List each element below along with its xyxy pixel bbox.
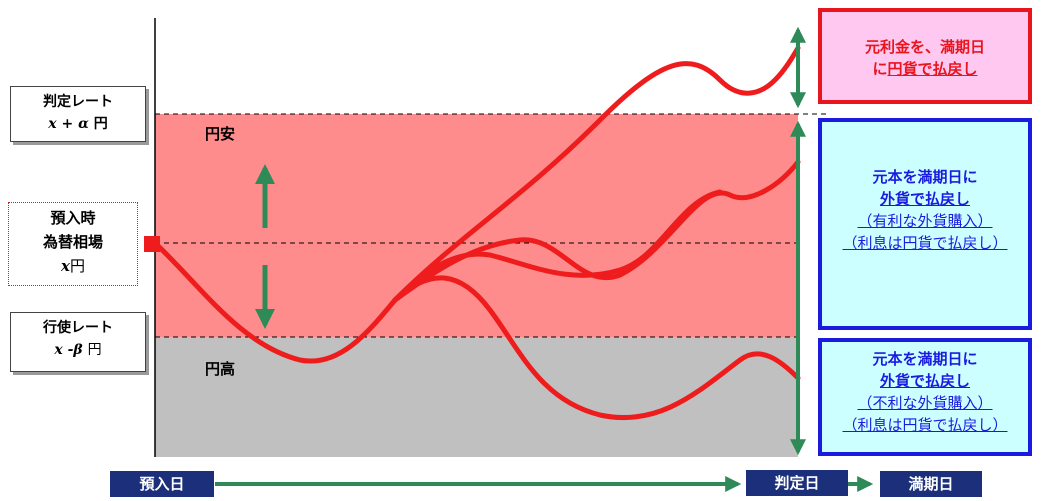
exercise-rate-var: x — [54, 342, 63, 358]
outcome-bot-line1: 元本を満期日に — [872, 350, 978, 368]
outcome-top-prefix: に — [872, 60, 888, 78]
outcome-top-line2: に円貨で払戻し — [822, 58, 1028, 80]
spot-rate-callout: 預入時 為替相場 x円 — [8, 202, 138, 286]
start-marker — [144, 236, 160, 252]
yen-strong-zone — [155, 337, 798, 457]
exercise-rate-formula: x -β 円 — [11, 339, 145, 361]
judgment-rate-var: x — [48, 116, 57, 132]
judgment-rate-callout: 判定レート x + α 円 — [10, 86, 146, 142]
deposit-day-tag: 預入日 — [110, 471, 214, 497]
spot-rate-formula: x円 — [9, 254, 137, 278]
outcome-bot-line3[interactable]: （不利な外貨購入） — [857, 394, 993, 412]
outcome-bot-line2[interactable]: 外貨で払戻し — [879, 372, 970, 390]
spot-rate-unit: 円 — [69, 257, 85, 275]
exercise-rate-offset: -β — [62, 342, 88, 358]
rate-path-low — [392, 275, 801, 421]
rate-path-middle-2 — [392, 189, 723, 303]
judgment-rate-offset: + α — [56, 116, 94, 132]
outcome-top-line1: 元利金を、満期日 — [864, 38, 985, 56]
exercise-rate-unit: 円 — [87, 342, 102, 358]
judgment-rate-unit: 円 — [93, 116, 108, 132]
outcome-mid-line2[interactable]: 外貨で払戻し — [879, 190, 970, 208]
outcome-bot-line4[interactable]: （利息は円貨で払戻し） — [842, 416, 1008, 434]
outcome-mid-line4[interactable]: （利息は円貨で払戻し） — [842, 234, 1008, 252]
judgment-rate-title: 判定レート — [43, 94, 113, 110]
yen-weak-label: 円安 — [205, 125, 236, 143]
spot-rate-line1: 預入時 — [50, 209, 96, 227]
outcome-unfavorable: 元本を満期日に 外貨で払戻し （不利な外貨購入） （利息は円貨で払戻し） — [818, 338, 1032, 456]
exercise-rate-title: 行使レート — [43, 320, 113, 336]
outcome-mid-line3[interactable]: （有利な外貨購入） — [857, 212, 993, 230]
yen-strong-label: 円高 — [205, 360, 236, 378]
exercise-rate-callout: 行使レート x -β 円 — [10, 312, 146, 372]
rate-path-middle — [392, 159, 801, 303]
spot-rate-line2: 為替相場 — [42, 233, 103, 251]
judgment-rate-formula: x + α 円 — [11, 113, 145, 135]
rate-paths — [152, 45, 801, 421]
outcome-favorable: 元本を満期日に 外貨で払戻し （有利な外貨購入） （利息は円貨で払戻し） — [818, 118, 1032, 330]
rate-path-high — [392, 45, 801, 303]
outcome-top-link[interactable]: 円貨で払戻し — [887, 60, 978, 78]
judgment-day-tag: 判定日 — [746, 470, 848, 496]
outcome-yen-repayment: 元利金を、満期日 に円貨で払戻し — [818, 8, 1032, 104]
outcome-mid-line1: 元本を満期日に — [872, 168, 978, 186]
rate-path-common — [152, 240, 398, 364]
spot-rate-var: x — [61, 257, 70, 275]
maturity-day-tag: 満期日 — [880, 471, 982, 497]
